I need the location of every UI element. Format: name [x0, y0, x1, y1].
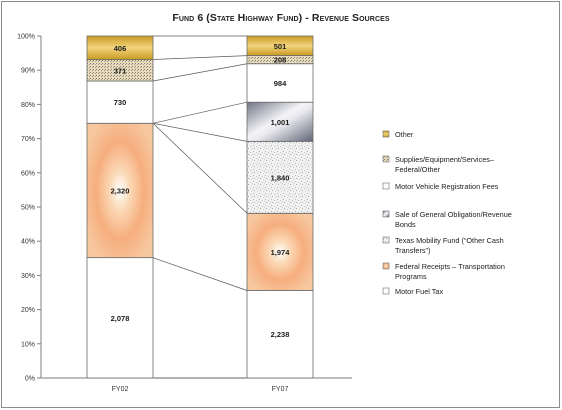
- series-connector-line: [152, 257, 248, 291]
- data-label: 1,001: [271, 118, 290, 127]
- series-connector-line: [152, 122, 248, 142]
- data-label: 2,238: [271, 330, 290, 339]
- data-label: 371: [114, 66, 127, 75]
- series-connector-line: [152, 101, 248, 124]
- bar-segment: [246, 35, 314, 56]
- data-label: 208: [274, 56, 287, 65]
- series-connector-line: [152, 55, 248, 60]
- y-tick-label: 80%: [21, 102, 35, 109]
- legend-swatch: [382, 155, 390, 163]
- y-tick-label: 20%: [21, 307, 35, 314]
- bar-segment: [246, 140, 314, 214]
- series-connector-line: [152, 63, 248, 82]
- legend-entry: Texas Mobility Fund (“Other Cash Transfer…: [395, 236, 504, 255]
- data-label: 406: [114, 44, 127, 53]
- data-label: 2,320: [111, 186, 130, 195]
- bar-segment: [86, 257, 154, 379]
- y-tick-label: 30%: [21, 273, 35, 280]
- legend-entry: Motor Fuel Tax: [395, 287, 443, 296]
- series-connector-line: [152, 123, 248, 214]
- legend-swatch: [382, 236, 390, 244]
- data-label: 984: [274, 79, 287, 88]
- data-label: 730: [114, 98, 127, 107]
- y-tick-label: 50%: [21, 205, 35, 212]
- bar-segment: [86, 35, 154, 60]
- data-label: 501: [274, 42, 287, 51]
- legend-swatch: [382, 130, 390, 138]
- legend-entry: Other: [395, 130, 414, 139]
- data-label: 1,840: [271, 173, 290, 182]
- y-tick-label: 70%: [21, 136, 35, 143]
- data-label: 2,078: [111, 314, 130, 323]
- y-tick-label: 40%: [21, 239, 35, 246]
- bar-segment: [246, 212, 314, 291]
- legend-swatch: [382, 182, 390, 190]
- legend-entry: Sale of General Obligation/Revenue Bonds: [395, 210, 512, 229]
- legend-swatch: [382, 210, 390, 218]
- legend-swatch: [382, 287, 390, 295]
- data-label: 1,974: [271, 248, 291, 257]
- legend-entry: Supplies/Equipment/Services– Federal/Othe…: [395, 155, 495, 174]
- legend-swatch: [382, 262, 390, 270]
- bar-segment: [246, 290, 314, 379]
- y-tick-label: 60%: [21, 170, 35, 177]
- y-tick-label: 90%: [21, 68, 35, 75]
- x-tick-label: FY07: [272, 386, 289, 393]
- x-tick-label: FY02: [112, 386, 129, 393]
- bar-segment: [86, 122, 154, 259]
- y-tick-label: 100%: [17, 34, 35, 41]
- y-tick-label: 0%: [25, 376, 35, 383]
- legend-entry: Federal Receipts – Transportation Program…: [395, 262, 505, 281]
- chart-title: Fund 6 (State Highway Fund) - Revenue So…: [172, 12, 390, 24]
- y-tick-label: 10%: [21, 341, 35, 348]
- bar-segment: [246, 63, 314, 103]
- bar-segment: [246, 101, 314, 142]
- legend-entry: Motor Vehicle Registration Fees: [395, 182, 499, 191]
